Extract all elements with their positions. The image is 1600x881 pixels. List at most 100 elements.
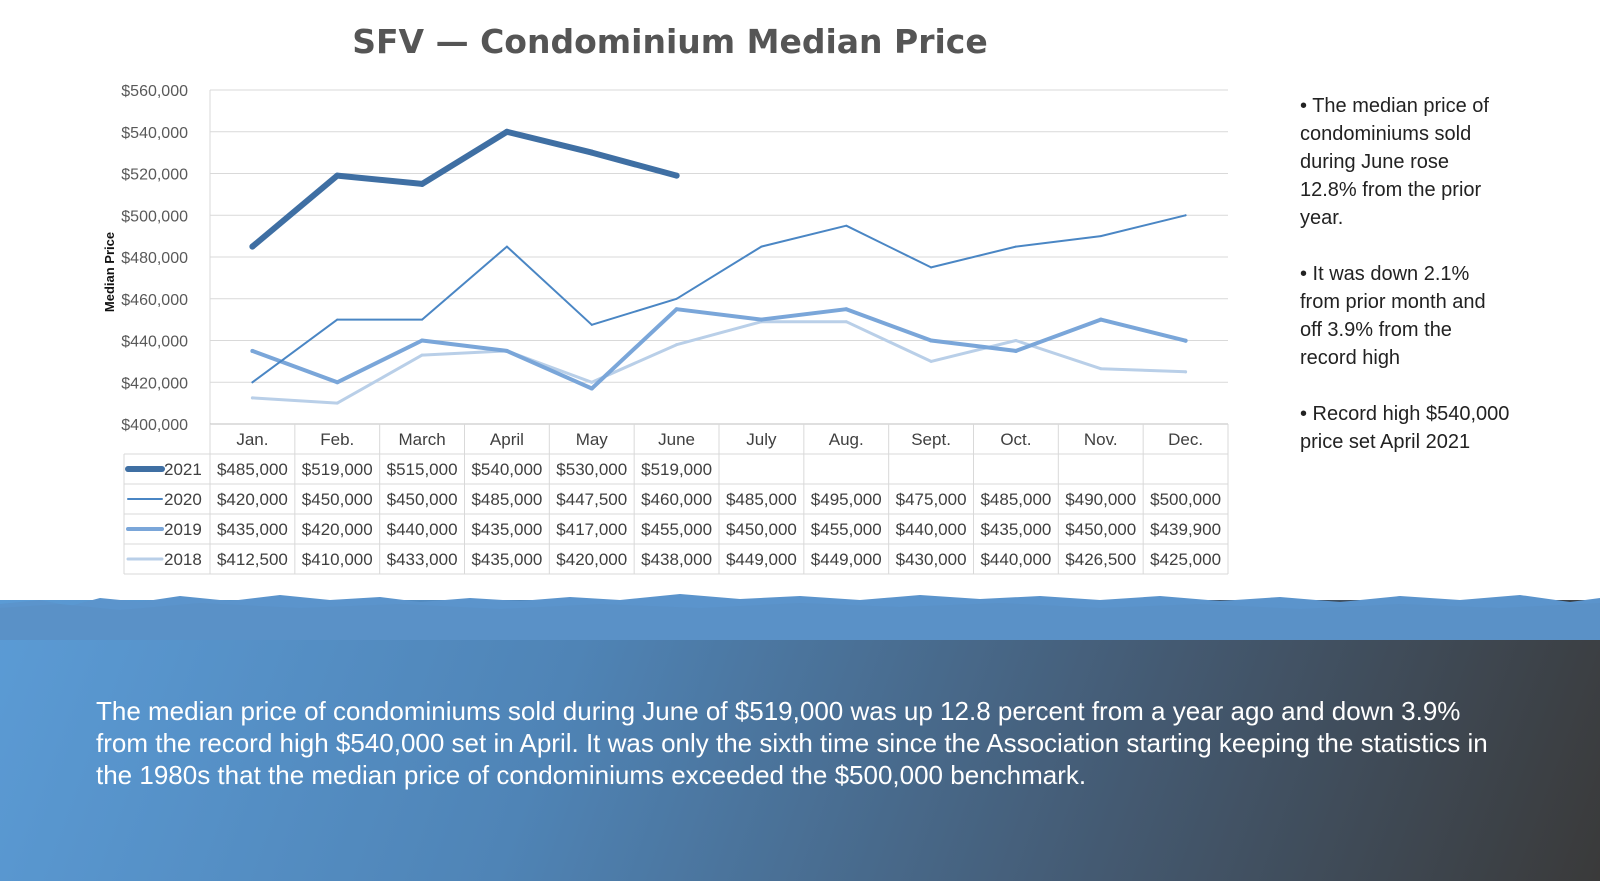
series-line-2019: [250, 307, 1188, 391]
data-label: $435,000: [980, 520, 1051, 539]
y-tick-label: $540,000: [121, 125, 188, 142]
data-label: $440,000: [387, 520, 458, 539]
line-chart: $400,000 $420,000 $440,000 $460,000 $480,000…: [102, 83, 1229, 575]
data-point-2019: [1183, 338, 1188, 343]
data-label: $438,000: [641, 550, 712, 569]
data-label: $435,000: [217, 520, 288, 539]
bullet-mom: • It was down 2.1% from prior month and …: [1300, 263, 1486, 369]
data-point-2020: [675, 297, 678, 300]
data-point-2020: [1184, 214, 1187, 217]
x-tick-label: March: [398, 430, 445, 449]
data-point-2020: [336, 318, 339, 321]
data-point-2019: [335, 380, 340, 385]
series-line-2020: [251, 214, 1187, 384]
data-label: $425,000: [1150, 550, 1221, 569]
data-point-2021: [334, 172, 341, 179]
data-point-2018: [420, 353, 424, 357]
data-point-2019: [844, 307, 849, 312]
data-label: $500,000: [1150, 490, 1221, 509]
y-tick-label: $400,000: [121, 417, 188, 434]
data-point-2020: [505, 245, 508, 248]
series-line-2018: [250, 320, 1188, 405]
data-label: $485,000: [726, 490, 797, 509]
data-label: $490,000: [1065, 490, 1136, 509]
data-label: $460,000: [641, 490, 712, 509]
data-point-2019: [504, 348, 509, 353]
data-point-2021: [673, 172, 680, 179]
data-point-2019: [589, 386, 594, 391]
x-tick-label: Oct.: [1000, 430, 1031, 449]
data-point-2021: [249, 243, 256, 250]
data-label: $515,000: [387, 460, 458, 479]
data-point-2018: [1099, 367, 1103, 371]
data-label: $485,000: [980, 490, 1051, 509]
key-points: • The median price of condominiums sold …: [1300, 92, 1510, 484]
data-label: $485,000: [217, 460, 288, 479]
y-tick-label: $420,000: [121, 375, 188, 392]
data-label: $450,000: [302, 490, 373, 509]
data-label: $435,000: [471, 520, 542, 539]
data-point-2020: [845, 224, 848, 227]
data-label: $412,500: [217, 550, 288, 569]
data-label: $450,000: [1065, 520, 1136, 539]
data-point-2019: [759, 317, 764, 322]
data-point-2018: [1014, 339, 1018, 342]
data-point-2020: [1014, 245, 1017, 248]
bullet-record: • Record high $540,000 price set April 2…: [1300, 403, 1510, 453]
x-tick-label: May: [576, 430, 609, 449]
summary-text: The median price of condominiums sold du…: [96, 696, 1488, 790]
data-label: $417,000: [556, 520, 627, 539]
legend-label: 2019: [164, 520, 202, 539]
legend-label: 2018: [164, 550, 202, 569]
data-label: $540,000: [471, 460, 542, 479]
torn-edge-decoration: [0, 594, 1600, 640]
x-tick-label: July: [746, 430, 777, 449]
data-point-2018: [675, 343, 679, 347]
data-point-2019: [929, 338, 934, 343]
data-label: $420,000: [217, 490, 288, 509]
x-tick-label: Nov.: [1084, 430, 1118, 449]
data-label: $519,000: [641, 460, 712, 479]
data-point-2020: [930, 266, 933, 269]
data-label: $455,000: [811, 520, 882, 539]
y-tick-label: $460,000: [121, 292, 188, 309]
y-tick-label: $500,000: [121, 208, 188, 225]
x-tick-label: Feb.: [320, 430, 354, 449]
x-tick-label: June: [658, 430, 695, 449]
data-point-2018: [335, 401, 339, 405]
data-point-2019: [1013, 348, 1018, 353]
x-tick-label: Sept.: [911, 430, 951, 449]
data-point-2018: [929, 359, 933, 363]
footer-band: [0, 600, 1600, 881]
data-point-2021: [419, 180, 426, 187]
data-point-2020: [1099, 235, 1102, 238]
data-label: $420,000: [556, 550, 627, 569]
y-tick-label: $520,000: [121, 167, 188, 184]
data-label: $450,000: [726, 520, 797, 539]
data-label: $435,000: [471, 550, 542, 569]
legend-label: 2021: [164, 460, 202, 479]
data-point-2019: [250, 348, 255, 353]
series-line-2021: [249, 128, 680, 250]
data-point-2018: [844, 320, 848, 324]
data-label: $449,000: [811, 550, 882, 569]
data-label: $455,000: [641, 520, 712, 539]
data-point-2021: [588, 149, 595, 156]
data-label: $475,000: [896, 490, 967, 509]
data-label: $447,500: [556, 490, 627, 509]
data-label: $426,500: [1065, 550, 1136, 569]
data-point-2019: [420, 338, 425, 343]
chart-title: SFV — Condominium Median Price: [352, 22, 988, 61]
data-label: $430,000: [896, 550, 967, 569]
x-tick-label: Dec.: [1168, 430, 1203, 449]
data-point-2018: [590, 380, 594, 384]
data-label: $495,000: [811, 490, 882, 509]
y-tick-label: $440,000: [121, 334, 188, 351]
data-label: $420,000: [302, 520, 373, 539]
x-tick-label: Jan.: [236, 430, 268, 449]
data-point-2019: [1098, 317, 1103, 322]
data-label: $440,000: [980, 550, 1051, 569]
data-label: $433,000: [387, 550, 458, 569]
x-tick-label: Aug.: [829, 430, 864, 449]
data-point-2020: [590, 323, 593, 326]
